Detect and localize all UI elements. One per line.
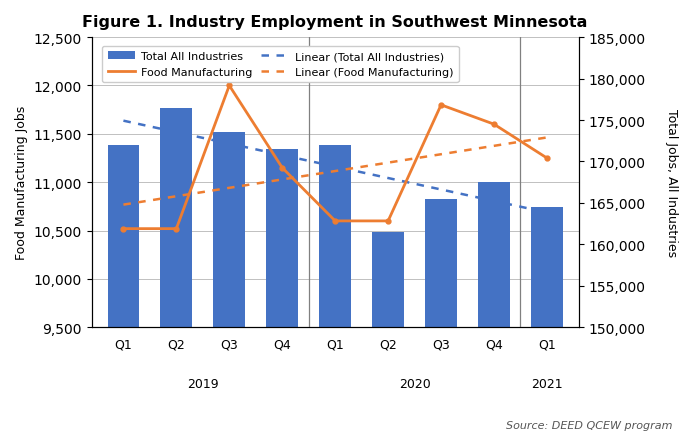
- Y-axis label: Total Jobs, All Industries: Total Jobs, All Industries: [665, 109, 678, 256]
- Title: Figure 1. Industry Employment in Southwest Minnesota: Figure 1. Industry Employment in Southwe…: [82, 15, 588, 30]
- Bar: [372, 233, 404, 434]
- Bar: [213, 133, 245, 434]
- Bar: [266, 150, 298, 434]
- Text: 2019: 2019: [187, 377, 218, 390]
- Y-axis label: Food Manufacturing Jobs: Food Manufacturing Jobs: [15, 106, 28, 260]
- Text: 2020: 2020: [398, 377, 430, 390]
- Bar: [531, 207, 563, 434]
- Bar: [107, 145, 139, 434]
- Bar: [478, 183, 510, 434]
- Legend: Total All Industries, Food Manufacturing, Linear (Total All Industries), Linear : Total All Industries, Food Manufacturing…: [102, 46, 459, 83]
- Bar: [161, 108, 192, 434]
- Bar: [426, 199, 457, 434]
- Text: 2021: 2021: [531, 377, 563, 390]
- Text: Source: DEED QCEW program: Source: DEED QCEW program: [506, 420, 672, 430]
- Bar: [319, 145, 351, 434]
